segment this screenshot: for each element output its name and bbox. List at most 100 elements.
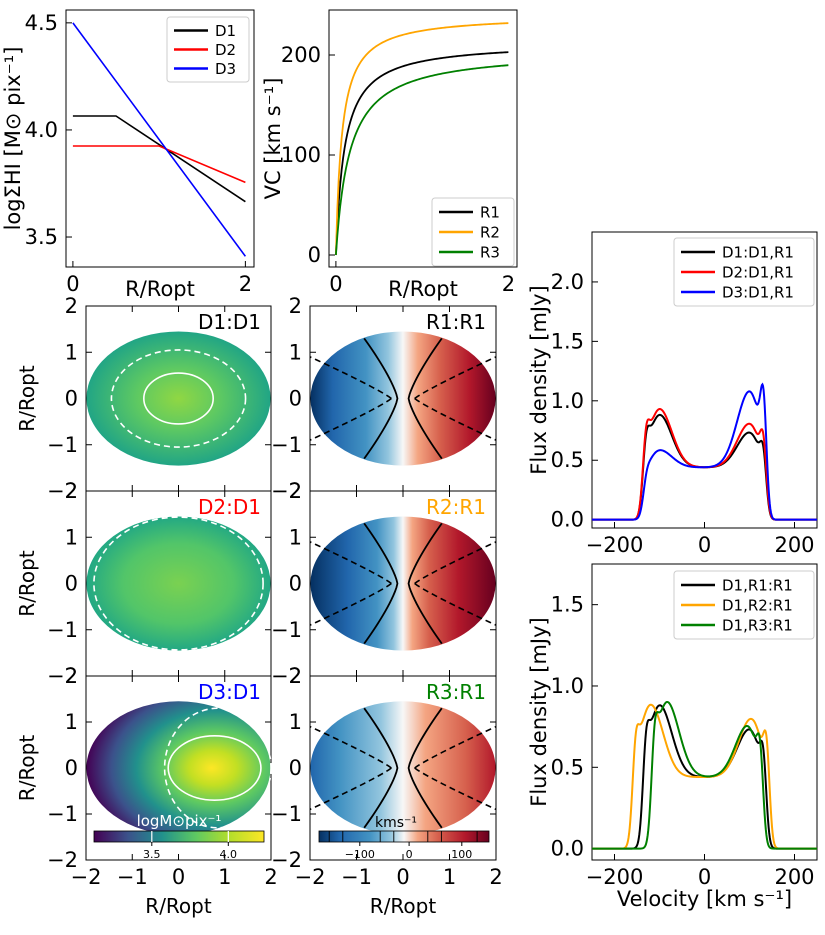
- x-tick-label: 0: [329, 272, 342, 296]
- legend-label: D1:D1,R1: [722, 243, 794, 261]
- x-tick-label: 200: [774, 865, 814, 889]
- x-tick-label: −200: [586, 533, 644, 557]
- y-tick-label: 0.0: [551, 508, 584, 532]
- contour-dashed: [309, 725, 392, 769]
- x-tick-label: 0: [396, 865, 409, 889]
- x-axis-label: R/Ropt: [145, 894, 212, 918]
- x-tick-label: 0: [698, 533, 711, 557]
- y-tick-label: −1: [271, 433, 302, 457]
- panel-label: D2:D1: [198, 495, 261, 519]
- map-image: [310, 701, 496, 835]
- colorbar-tick-label: −100: [345, 848, 375, 861]
- y-tick-label: −1: [47, 433, 78, 457]
- colorbar-tick-label: 4.0: [220, 848, 238, 861]
- y-tick-label: −2: [271, 479, 302, 503]
- contour-solid: [143, 372, 214, 425]
- y-tick-label: 0: [65, 387, 78, 411]
- panel-label: D3:D1: [198, 680, 261, 704]
- y-tick-label: 200: [281, 43, 321, 67]
- y-axis-label: VC [km s⁻¹]: [261, 78, 285, 200]
- y-tick-label: 1: [65, 525, 78, 549]
- y-tick-label: 2: [289, 664, 302, 688]
- legend-label: D1,R1:R1: [722, 576, 793, 594]
- colorbar-density-bar: [93, 830, 265, 843]
- y-tick-label: −1: [47, 618, 78, 642]
- x-axis-label: R/Ropt: [125, 277, 195, 301]
- map-image: [86, 331, 271, 466]
- contour-solid: [407, 337, 443, 460]
- contour-solid: [363, 337, 399, 460]
- map-image: [86, 516, 271, 651]
- y-tick-label: 2: [65, 664, 78, 688]
- x-tick-label: 2: [502, 272, 515, 296]
- contour-solid: [407, 522, 443, 645]
- contour-solid: [363, 522, 399, 645]
- series-line-D2:D1,R1: [592, 408, 817, 521]
- y-tick-label: −2: [47, 848, 78, 872]
- y-tick-label: 1.0: [551, 389, 584, 413]
- colorbar-density-label: logM⊙pix⁻¹: [137, 812, 222, 830]
- x-axis-label: R/Ropt: [388, 277, 458, 301]
- x-tick-label: −1: [117, 865, 148, 889]
- series-line-R2: [335, 22, 509, 256]
- legend: D1:D1,R1 D2:D1,R1 D3:D1,R1: [673, 237, 815, 307]
- map-image: [86, 701, 271, 835]
- series-line-R1: [335, 51, 509, 256]
- colorbar-velocity-label: kms⁻¹: [375, 815, 417, 831]
- y-tick-label: 3.5: [25, 225, 58, 249]
- y-tick-label: 1.5: [551, 593, 584, 617]
- contour-dashed: [309, 767, 392, 811]
- contour-dashed: [414, 725, 497, 769]
- y-tick-label: −2: [271, 848, 302, 872]
- colorbar-velocity: kms⁻¹ −100 0 100: [318, 815, 490, 861]
- map-image: [310, 516, 496, 651]
- y-axis-label: R/Ropt: [15, 735, 39, 802]
- y-tick-label: 2: [65, 479, 78, 503]
- flux1-axes: −200 0 2000.00.51.01.52.0D1:D1,R1D2:D1,R1D…: [527, 231, 818, 557]
- y-tick-label: 0: [65, 572, 78, 596]
- x-tick-label: −2: [295, 865, 326, 889]
- y-tick-label: 0.5: [551, 755, 584, 779]
- x-tick-label: −1: [341, 865, 372, 889]
- y-tick-label: −1: [271, 802, 302, 826]
- series-line-D3: [72, 22, 247, 257]
- contour-solid: [407, 707, 443, 829]
- colorbar-density: logM⊙pix⁻¹ 3.5 4.0: [93, 812, 265, 861]
- map-panel-R1-R1: R1:R1 −2 −1 0 1 2: [271, 294, 497, 503]
- colorbar-tick-label: 0: [406, 848, 413, 861]
- x-tick-label: 0: [66, 272, 79, 296]
- series-line-D1,R3:R1: [592, 700, 817, 850]
- map-panel-R2-R1: R2:R1 −2 −1 0 1 2: [271, 479, 497, 688]
- y-tick-label: 1: [289, 710, 302, 734]
- legend: R1 R2 R3: [431, 197, 515, 267]
- x-tick-label: −200: [586, 865, 644, 889]
- y-tick-label: 2.0: [551, 270, 584, 294]
- panel-label: R3:R1: [426, 680, 486, 704]
- map-image: [310, 331, 496, 466]
- y-tick-label: 0: [308, 243, 321, 267]
- panel-label: R2:R1: [426, 495, 486, 519]
- legend-label: R3: [480, 243, 500, 261]
- y-tick-label: 1: [65, 340, 78, 364]
- legend-box: [673, 237, 815, 307]
- y-axis-label: logΣHI [M⊙ pix⁻¹]: [1, 47, 25, 231]
- contour-dashed: [110, 349, 247, 448]
- contour-solid: [167, 734, 262, 801]
- contour-dashed: [414, 582, 497, 626]
- series-line-D3:D1,R1: [592, 382, 817, 521]
- y-tick-label: −1: [47, 802, 78, 826]
- legend-label: D3:D1,R1: [722, 283, 794, 301]
- map-panel-D1-D1: −2 −1 0 1 2 D1:D1 R/Ropt: [15, 294, 272, 503]
- contour-dashed: [309, 582, 392, 626]
- y-tick-label: 2: [289, 294, 302, 318]
- colorbar-tick-label: 3.5: [143, 848, 161, 861]
- flux2-axes: −200 0 2000.00.51.01.5D1,R1:R1D1,R2:R1D1,R…: [527, 563, 818, 911]
- y-tick-label: 0: [289, 572, 302, 596]
- y-tick-label: 0: [65, 756, 78, 780]
- y-tick-label: −2: [271, 664, 302, 688]
- y-axis-label: R/Ropt: [15, 365, 39, 432]
- x-tick-label: 1: [443, 865, 456, 889]
